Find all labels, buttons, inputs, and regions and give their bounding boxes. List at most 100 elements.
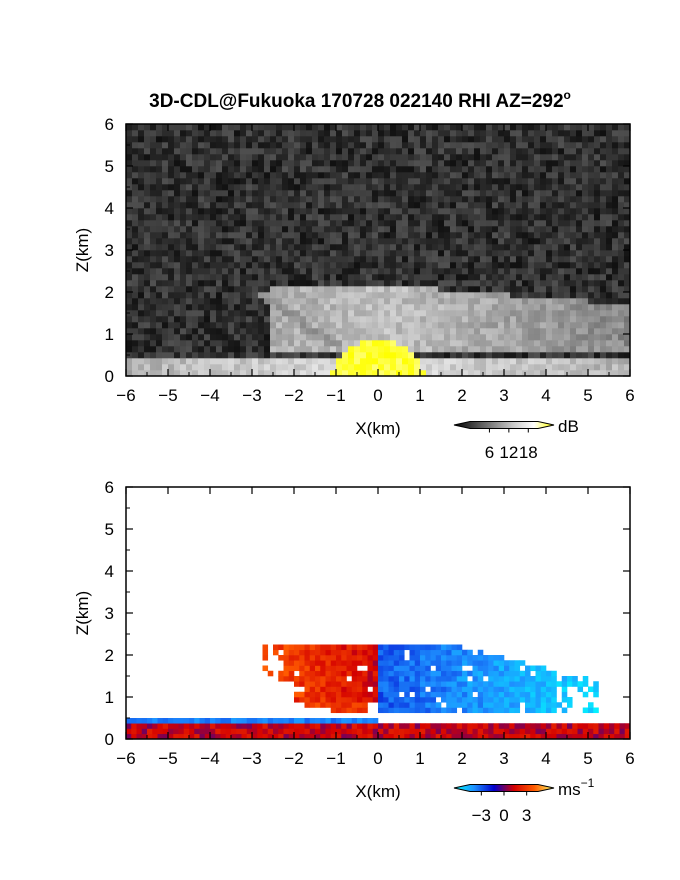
reflectivity-cell <box>222 142 229 149</box>
reflectivity-cell <box>384 370 391 377</box>
reflectivity-cell <box>528 148 535 155</box>
velocity-cell <box>136 723 143 729</box>
reflectivity-cell <box>480 244 487 251</box>
reflectivity-cell <box>324 358 331 365</box>
reflectivity-cell <box>132 262 139 269</box>
reflectivity-cell <box>294 298 301 305</box>
reflectivity-cell <box>510 328 517 335</box>
reflectivity-cell <box>216 178 223 185</box>
reflectivity-cell <box>528 292 535 299</box>
velocity-cell <box>525 702 531 708</box>
reflectivity-cell <box>198 334 205 341</box>
reflectivity-cell <box>318 178 325 185</box>
reflectivity-cell <box>192 214 199 221</box>
reflectivity-cell <box>492 286 499 293</box>
reflectivity-cell <box>138 136 145 143</box>
reflectivity-cell <box>138 334 145 341</box>
reflectivity-cell <box>336 334 343 341</box>
reflectivity-cell <box>228 286 235 293</box>
reflectivity-cell <box>150 358 157 365</box>
reflectivity-cell <box>132 160 139 167</box>
reflectivity-cell <box>522 244 529 251</box>
reflectivity-cell <box>234 310 241 317</box>
velocity-cell <box>231 723 237 729</box>
reflectivity-cell <box>126 214 133 221</box>
reflectivity-cell <box>138 322 145 329</box>
reflectivity-cell <box>354 208 361 215</box>
velocity-cell <box>320 665 326 672</box>
reflectivity-cell <box>348 226 355 233</box>
reflectivity-cell <box>306 274 313 281</box>
reflectivity-cell <box>594 184 601 191</box>
reflectivity-cell <box>570 124 577 131</box>
reflectivity-cell <box>222 250 229 257</box>
reflectivity-cell <box>444 226 451 233</box>
reflectivity-cell <box>528 214 535 221</box>
reflectivity-cell <box>246 232 253 239</box>
reflectivity-cell <box>606 298 613 305</box>
x-tick-label: −2 <box>284 749 303 768</box>
velocity-cell <box>341 676 347 682</box>
velocity-cell <box>388 702 395 708</box>
reflectivity-cell <box>162 124 169 131</box>
reflectivity-cell <box>300 262 307 269</box>
reflectivity-cell <box>324 202 331 209</box>
reflectivity-cell <box>432 364 439 371</box>
reflectivity-cell <box>450 130 457 137</box>
reflectivity-cell <box>294 244 301 251</box>
reflectivity-cell <box>414 328 421 335</box>
reflectivity-cell <box>444 304 451 311</box>
reflectivity-cell <box>294 256 301 263</box>
reflectivity-cell <box>318 124 325 131</box>
reflectivity-cell <box>558 316 565 323</box>
reflectivity-cell <box>540 154 547 161</box>
reflectivity-cell <box>222 262 229 269</box>
reflectivity-cell <box>156 322 163 329</box>
reflectivity-cell <box>330 262 337 269</box>
reflectivity-cell <box>504 238 511 245</box>
velocity-cell <box>441 665 447 672</box>
reflectivity-cell <box>438 190 445 197</box>
velocity-cell <box>330 728 337 735</box>
reflectivity-cell <box>270 304 277 311</box>
reflectivity-cell <box>246 262 253 269</box>
reflectivity-cell <box>210 340 217 347</box>
reflectivity-cell <box>612 286 619 293</box>
reflectivity-cell <box>624 292 631 299</box>
reflectivity-cell <box>594 280 601 287</box>
reflectivity-cell <box>294 166 301 173</box>
reflectivity-cell <box>234 280 241 287</box>
reflectivity-cell <box>168 304 175 311</box>
reflectivity-cell <box>360 346 367 353</box>
reflectivity-cell <box>336 298 343 305</box>
reflectivity-cell <box>258 244 265 251</box>
reflectivity-cell <box>420 226 427 233</box>
reflectivity-cell <box>546 370 553 377</box>
reflectivity-cell <box>156 328 163 335</box>
reflectivity-cell <box>144 172 151 179</box>
reflectivity-cell <box>348 178 355 185</box>
reflectivity-cell <box>276 214 283 221</box>
reflectivity-cell <box>450 346 457 353</box>
reflectivity-cell <box>480 292 487 299</box>
velocity-cell <box>414 681 421 687</box>
reflectivity-cell <box>144 340 151 347</box>
reflectivity-cell <box>234 220 241 227</box>
reflectivity-cell <box>594 196 601 203</box>
velocity-cell <box>624 723 631 729</box>
velocity-cell <box>441 670 447 677</box>
velocity-cell <box>294 681 300 687</box>
reflectivity-cell <box>324 346 331 353</box>
reflectivity-cell <box>462 130 469 137</box>
velocity-cell <box>420 723 426 729</box>
reflectivity-cell <box>360 328 367 335</box>
reflectivity-cell <box>546 244 553 251</box>
velocity-cell <box>430 723 437 729</box>
velocity-cell <box>325 676 332 682</box>
reflectivity-cell <box>210 142 217 149</box>
velocity-cell <box>152 728 158 735</box>
reflectivity-cell <box>258 358 265 365</box>
reflectivity-cell <box>366 346 373 353</box>
reflectivity-cell <box>336 214 343 221</box>
